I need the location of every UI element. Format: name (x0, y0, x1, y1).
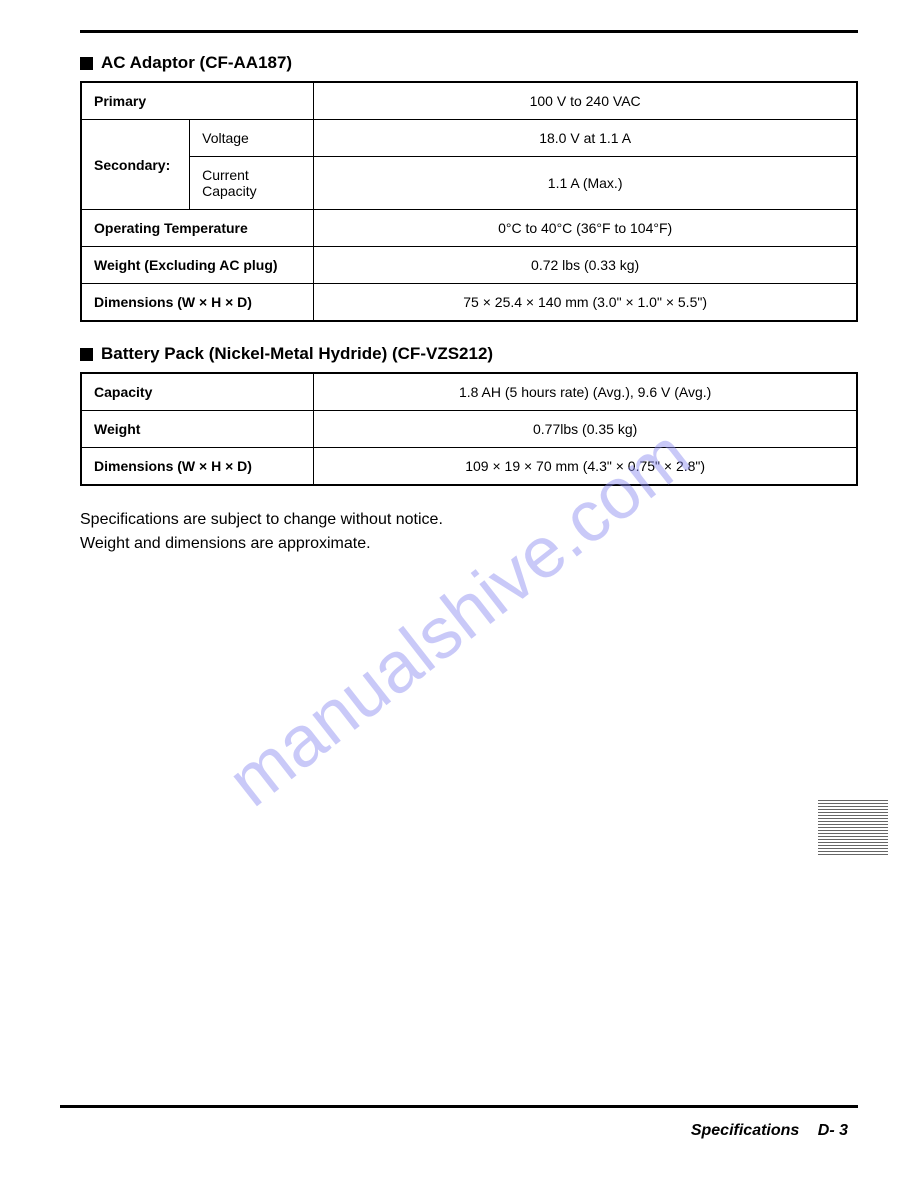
table-row: Secondary: Voltage 18.0 V at 1.1 A (81, 120, 857, 157)
page-footer: Specifications D- 3 (691, 1122, 848, 1140)
dim2-value: 109 × 19 × 70 mm (4.3" × 0.75" × 2.8") (314, 448, 857, 486)
square-bullet-icon (80, 348, 93, 361)
table-row: Dimensions (W × H × D) 75 × 25.4 × 140 m… (81, 284, 857, 322)
dim-label: Dimensions (W × H × D) (81, 284, 314, 322)
voltage-value: 18.0 V at 1.1 A (314, 120, 857, 157)
primary-value: 100 V to 240 VAC (314, 82, 857, 120)
dim2-label: Dimensions (W × H × D) (81, 448, 314, 486)
table-row: Current Capacity 1.1 A (Max.) (81, 157, 857, 210)
optemp-value: 0°C to 40°C (36°F to 104°F) (314, 210, 857, 247)
capacity-value: 1.8 AH (5 hours rate) (Avg.), 9.6 V (Avg… (314, 373, 857, 411)
barcode-decoration (818, 800, 888, 855)
weight2-value: 0.77lbs (0.35 kg) (314, 411, 857, 448)
ac-adaptor-table: Primary 100 V to 240 VAC Secondary: Volt… (80, 81, 858, 322)
current-value: 1.1 A (Max.) (314, 157, 857, 210)
table-row: Operating Temperature 0°C to 40°C (36°F … (81, 210, 857, 247)
note-line-1: Specifications are subject to change wit… (80, 508, 858, 532)
section1-heading: AC Adaptor (CF-AA187) (80, 53, 858, 73)
optemp-label: Operating Temperature (81, 210, 314, 247)
footer-page-number: D- 3 (818, 1122, 848, 1139)
secondary-label: Secondary: (81, 120, 190, 210)
square-bullet-icon (80, 57, 93, 70)
section2-heading-text: Battery Pack (Nickel-Metal Hydride) (CF-… (101, 344, 493, 364)
top-horizontal-rule (80, 30, 858, 33)
weight2-label: Weight (81, 411, 314, 448)
footer-section-title: Specifications (691, 1122, 799, 1139)
current-label: Current Capacity (190, 157, 314, 210)
battery-pack-table: Capacity 1.8 AH (5 hours rate) (Avg.), 9… (80, 372, 858, 486)
weight-label: Weight (Excluding AC plug) (81, 247, 314, 284)
note-line-2: Weight and dimensions are approximate. (80, 532, 858, 556)
table-row: Weight 0.77lbs (0.35 kg) (81, 411, 857, 448)
table-row: Weight (Excluding AC plug) 0.72 lbs (0.3… (81, 247, 857, 284)
voltage-label: Voltage (190, 120, 314, 157)
dim-value: 75 × 25.4 × 140 mm (3.0" × 1.0" × 5.5") (314, 284, 857, 322)
table-row: Capacity 1.8 AH (5 hours rate) (Avg.), 9… (81, 373, 857, 411)
bottom-horizontal-rule (60, 1105, 858, 1108)
capacity-label: Capacity (81, 373, 314, 411)
page-container: AC Adaptor (CF-AA187) Primary 100 V to 2… (0, 0, 918, 1188)
primary-label: Primary (81, 82, 314, 120)
section2-heading: Battery Pack (Nickel-Metal Hydride) (CF-… (80, 344, 858, 364)
weight-value: 0.72 lbs (0.33 kg) (314, 247, 857, 284)
table-row: Dimensions (W × H × D) 109 × 19 × 70 mm … (81, 448, 857, 486)
section1-heading-text: AC Adaptor (CF-AA187) (101, 53, 292, 73)
notes-block: Specifications are subject to change wit… (80, 508, 858, 556)
table-row: Primary 100 V to 240 VAC (81, 82, 857, 120)
